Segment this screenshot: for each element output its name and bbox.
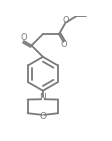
Text: O: O bbox=[60, 40, 67, 49]
Text: O: O bbox=[20, 34, 27, 42]
Text: N: N bbox=[40, 93, 46, 103]
Text: O: O bbox=[63, 16, 70, 26]
Text: O: O bbox=[39, 112, 46, 121]
